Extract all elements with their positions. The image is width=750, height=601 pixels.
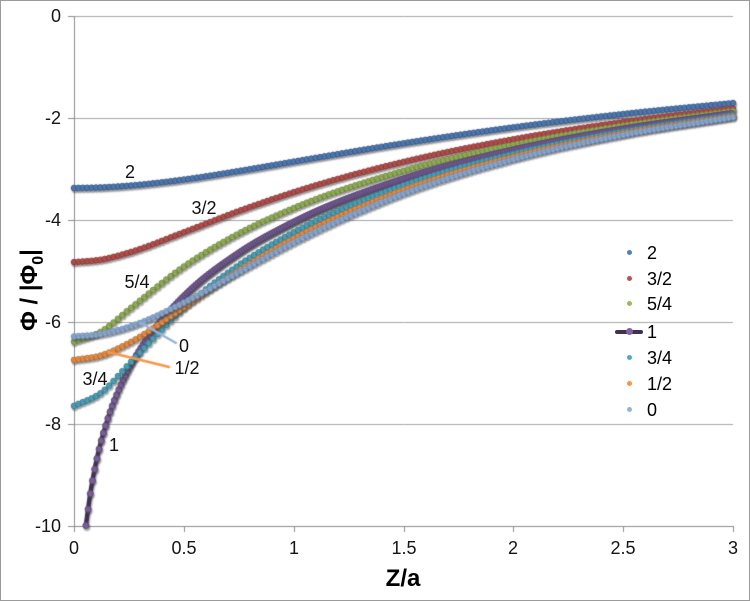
series-annotation: 5/4 bbox=[124, 272, 150, 292]
legend-item-2: 2 bbox=[613, 243, 657, 263]
series-annotation: 1/2 bbox=[174, 358, 200, 378]
y-axis-title-end: | bbox=[16, 249, 44, 256]
legend-label: 2 bbox=[647, 243, 658, 263]
x-tick-label: 2.5 bbox=[610, 538, 636, 558]
x-tick-label: 2 bbox=[507, 538, 518, 558]
legend-item-5-4: 5/4 bbox=[613, 294, 672, 314]
x-axis-title: Z/a bbox=[385, 565, 421, 592]
y-tick-label: -4 bbox=[44, 210, 61, 230]
legend-label: 1 bbox=[647, 322, 658, 342]
legend-marker-line-dot-icon bbox=[613, 322, 647, 342]
x-tick-label: 0.5 bbox=[171, 538, 197, 558]
legend-item-3-4: 3/4 bbox=[613, 348, 672, 368]
x-tick-label: 0 bbox=[68, 538, 79, 558]
legend-label: 0 bbox=[647, 400, 658, 420]
legend-label: 1/2 bbox=[647, 374, 673, 394]
y-tick-label: 0 bbox=[50, 6, 61, 26]
legend-item-0: 0 bbox=[613, 400, 657, 420]
legend-marker-dot-icon bbox=[613, 348, 647, 368]
legend-label: 3/2 bbox=[647, 269, 673, 289]
legend-marker-dot-icon bbox=[613, 294, 647, 314]
x-tick-label: 1 bbox=[288, 538, 299, 558]
x-tick-label: 1.5 bbox=[391, 538, 417, 558]
y-axis-title-main: Φ / |Φ bbox=[16, 264, 44, 331]
legend-item-1: 1 bbox=[613, 322, 657, 342]
y-tick-label: -10 bbox=[34, 516, 61, 536]
legend-marker-dot-icon bbox=[613, 400, 647, 420]
y-tick-label: -2 bbox=[44, 108, 61, 128]
series-annotation: 2 bbox=[124, 162, 136, 182]
series-annotation: 0 bbox=[178, 336, 190, 356]
legend-marker-dot-icon bbox=[613, 269, 647, 289]
y-tick-label: -6 bbox=[44, 312, 61, 332]
legend-marker-dot-icon bbox=[613, 374, 647, 394]
series-annotation: 3/2 bbox=[191, 198, 217, 218]
y-axis-title-subscript: 0 bbox=[29, 255, 47, 265]
y-axis-title: Φ / |Φ0| bbox=[16, 249, 48, 331]
legend-item-3-2: 3/2 bbox=[613, 269, 672, 289]
legend-marker-dot-icon bbox=[613, 243, 647, 263]
x-tick-label: 3 bbox=[727, 538, 738, 558]
y-tick-label: -8 bbox=[44, 414, 61, 434]
legend-label: 3/4 bbox=[647, 348, 673, 368]
series-annotation: 1 bbox=[108, 435, 120, 455]
series-annotation: 3/4 bbox=[82, 369, 108, 389]
legend-item-1-2: 1/2 bbox=[613, 374, 672, 394]
legend-label: 5/4 bbox=[647, 294, 673, 314]
